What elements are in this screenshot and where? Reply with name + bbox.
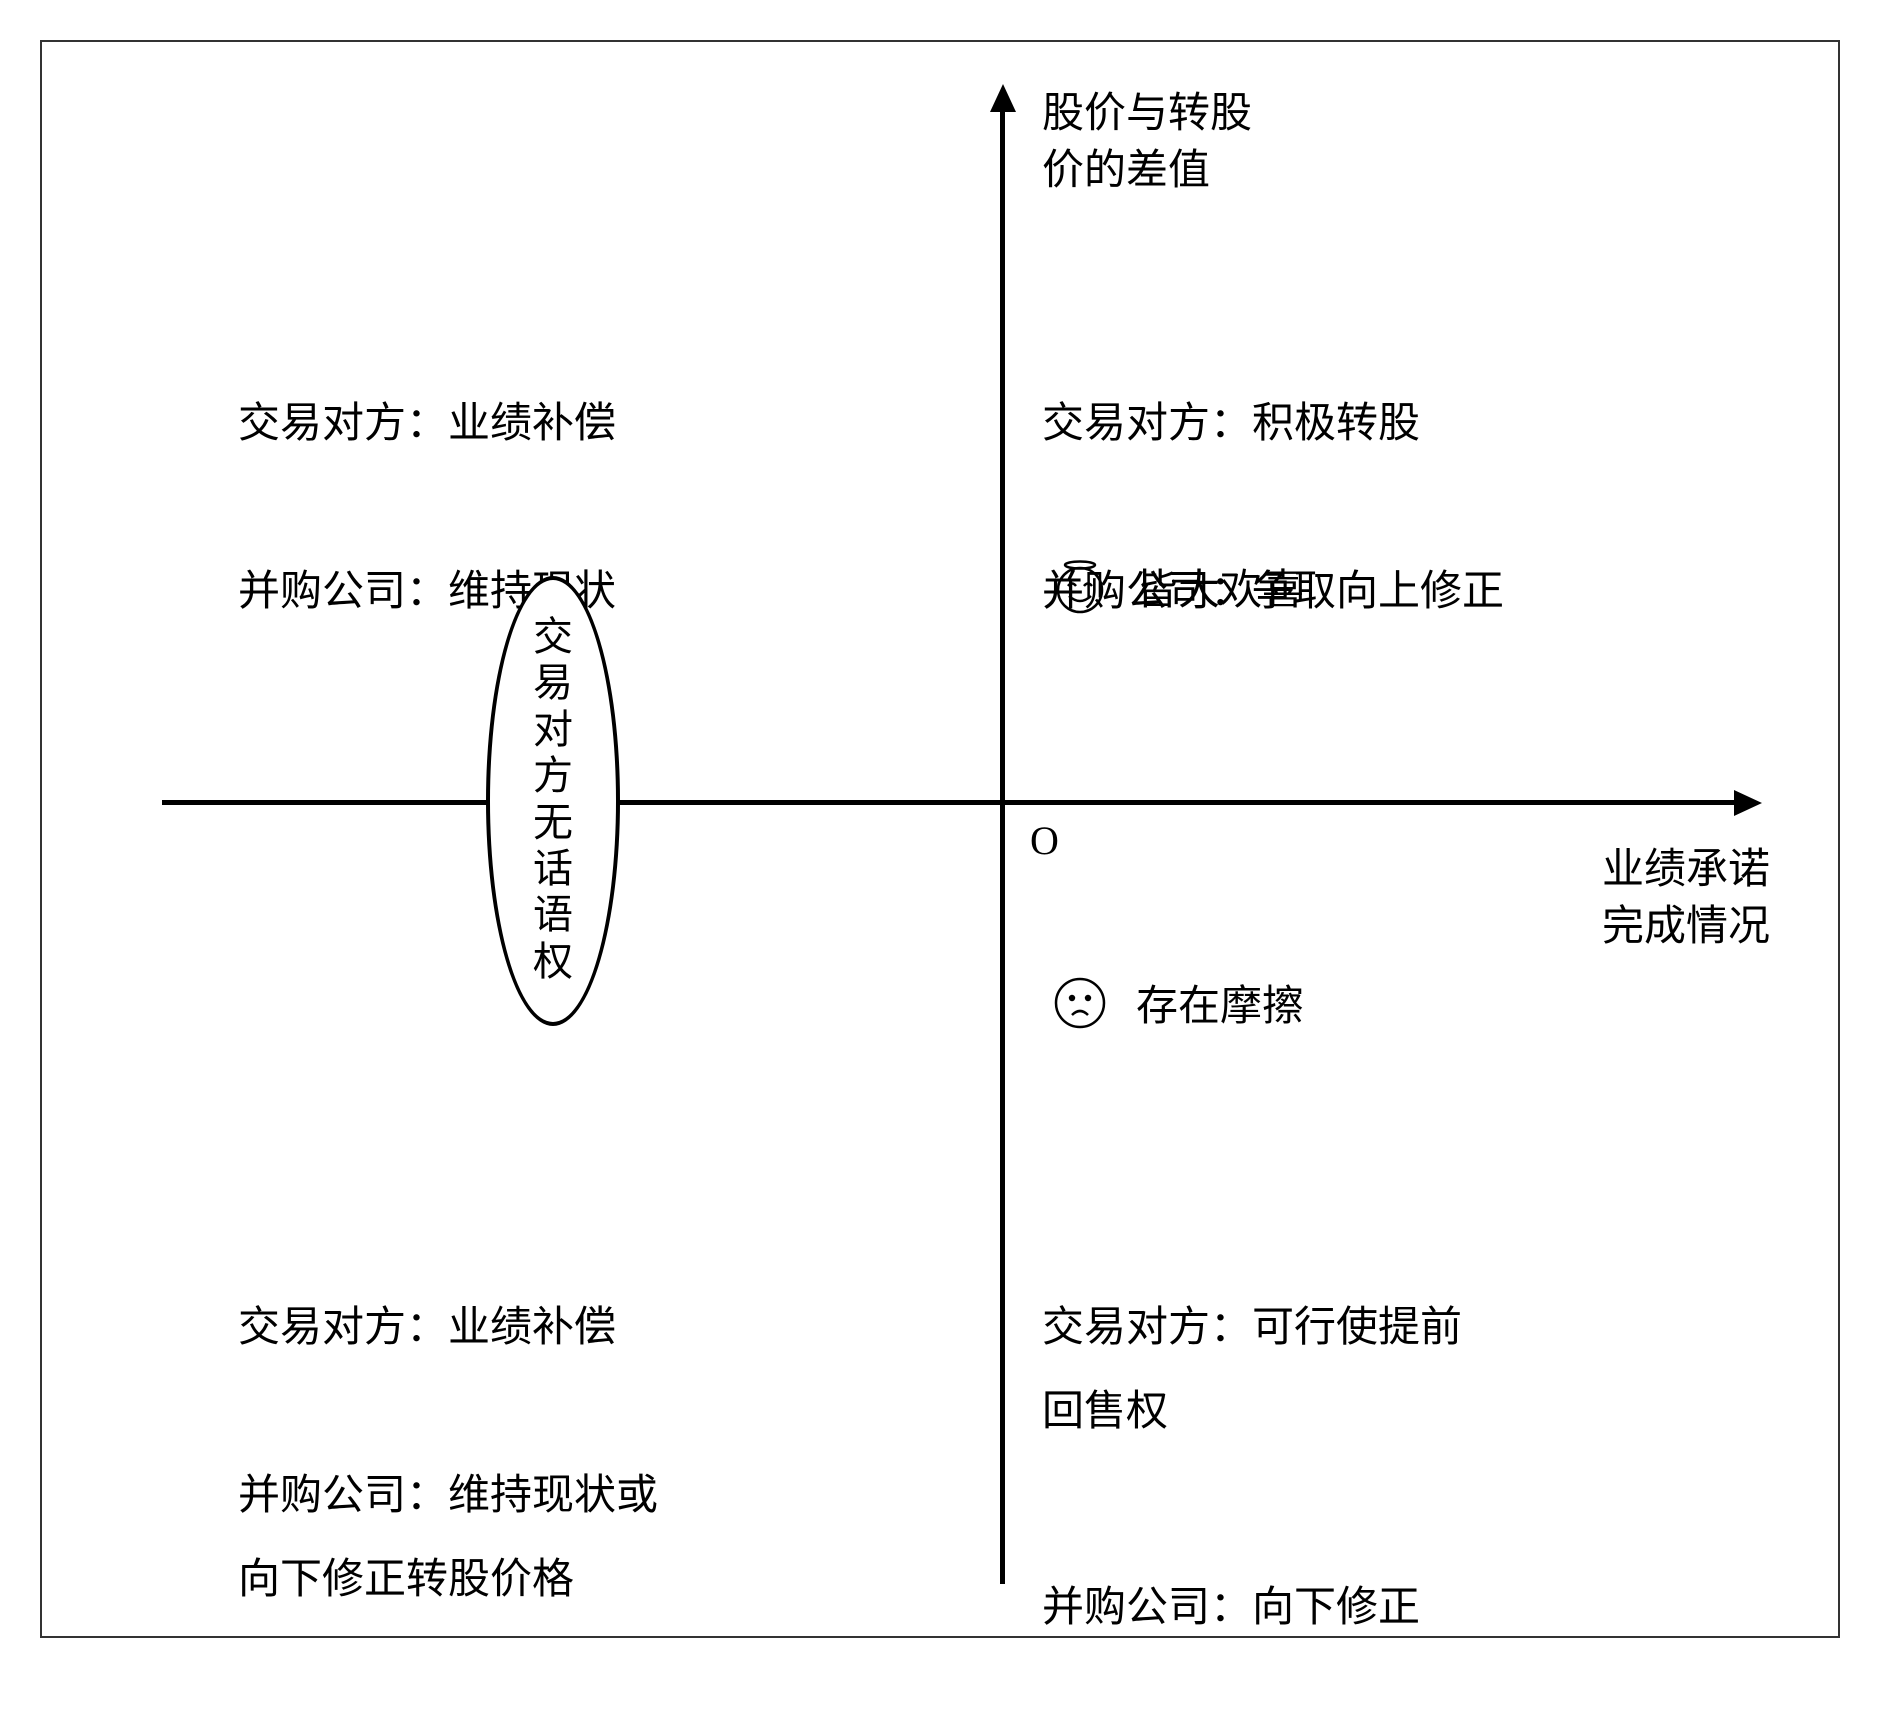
q2-line1: 交易对方：业绩补偿: [238, 382, 858, 466]
q4-line2: 并购公司：向下修正: [1042, 1566, 1682, 1650]
q3-line1: 交易对方：业绩补偿: [238, 1286, 858, 1370]
quadrant-diagram: 股价与转股 价的差值 业绩承诺 完成情况 O 交易对方：业绩补偿 并购公司：维持…: [40, 40, 1840, 1638]
quadrant-q4-text: 交易对方：可行使提前 回售权 并购公司：向下修正: [1042, 1202, 1682, 1734]
x-axis: [162, 800, 1742, 805]
q4-emoji-text: 存在摩擦: [1136, 972, 1304, 1033]
q1-line1: 交易对方：积极转股: [1042, 382, 1682, 466]
sad-surprised-face-icon: [1052, 975, 1108, 1031]
q1-emoji-text: 皆大欢喜: [1136, 556, 1304, 617]
q4-emoji-label: 存在摩擦: [1052, 972, 1304, 1033]
x-axis-arrow-icon: [1734, 790, 1762, 816]
y-axis-label: 股价与转股 价的差值: [1042, 86, 1322, 199]
ellipse-note: 交 易 对 方 无 话 语 权: [486, 576, 620, 1026]
quadrant-q1-text: 交易对方：积极转股 并购公司：争取向上修正: [1042, 298, 1682, 718]
origin-label: O: [1030, 814, 1059, 868]
y-axis-arrow-icon: [990, 84, 1016, 112]
ellipse-text: 交 易 对 方 无 话 语 权: [486, 614, 620, 985]
q1-emoji-label: 皆大欢喜: [1052, 556, 1304, 617]
q3-line2: 并购公司：维持现状或 向下修正转股价格: [238, 1454, 858, 1622]
x-axis-label: 业绩承诺 完成情况: [1602, 842, 1822, 955]
quadrant-q3-text: 交易对方：业绩补偿 并购公司：维持现状或 向下修正转股价格: [238, 1202, 858, 1706]
happy-halo-face-icon: [1052, 559, 1108, 615]
y-axis: [1000, 104, 1005, 1584]
q4-line1: 交易对方：可行使提前 回售权: [1042, 1286, 1682, 1454]
